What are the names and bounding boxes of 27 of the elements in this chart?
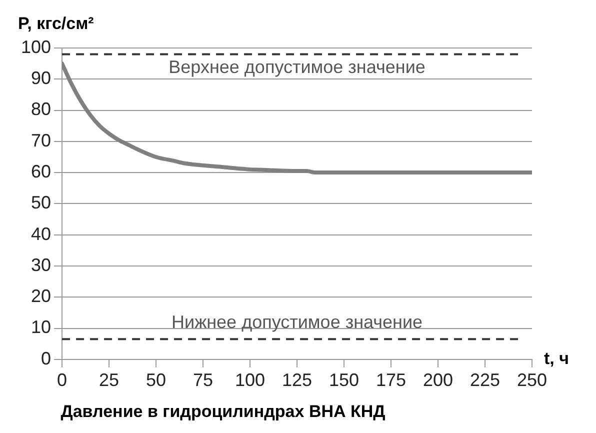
y-tick-label: 50 bbox=[31, 192, 52, 213]
y-tick-label: 60 bbox=[31, 162, 52, 182]
x-tick-label: 100 bbox=[234, 370, 266, 390]
y-tick-label: 20 bbox=[31, 286, 52, 306]
x-tick-label: 225 bbox=[470, 370, 500, 390]
y-tick-label: 40 bbox=[31, 224, 52, 244]
x-axis-title: t, ч bbox=[544, 349, 569, 368]
y-tick-label: 80 bbox=[31, 99, 52, 120]
ref-line-label: Нижнее допустимое значение bbox=[172, 312, 423, 332]
x-tick-label: 250 bbox=[516, 370, 548, 390]
y-tick-label: 100 bbox=[20, 36, 52, 57]
x-tick-label: 125 bbox=[282, 370, 312, 390]
ref-line-label: Верхнее допустимое значение bbox=[168, 57, 426, 78]
y-tick-label: 0 bbox=[41, 348, 52, 368]
y-tick-label: 10 bbox=[31, 317, 52, 338]
y-tick-label: 90 bbox=[31, 68, 52, 88]
x-tick-label: 25 bbox=[99, 370, 120, 390]
x-tick-label: 150 bbox=[328, 370, 360, 390]
x-tick-label: 175 bbox=[376, 370, 406, 390]
text: Давление в гидроцилиндрах ВНА КНД bbox=[60, 402, 386, 422]
x-tick-label: 200 bbox=[422, 370, 454, 390]
x-tick-label: 75 bbox=[193, 370, 214, 390]
y-tick-label: 30 bbox=[31, 254, 52, 275]
y-tick-label: 70 bbox=[31, 130, 52, 150]
y-axis-title: P, кгс/см² bbox=[18, 14, 94, 34]
x-tick-label: 0 bbox=[57, 370, 68, 390]
x-tick-label: 50 bbox=[146, 370, 166, 390]
